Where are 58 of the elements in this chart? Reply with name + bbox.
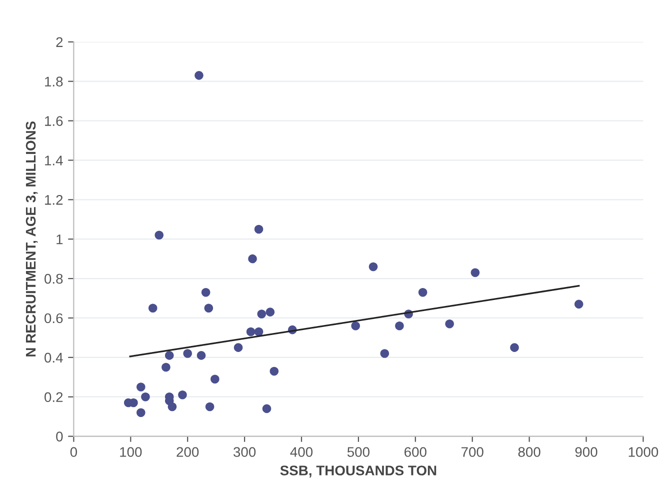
x-axis-title: SSB, THOUSANDS TON bbox=[280, 466, 436, 478]
x-tick-label: 400 bbox=[290, 447, 313, 457]
x-tick-label: 1000 bbox=[628, 447, 658, 457]
point bbox=[205, 402, 214, 412]
point bbox=[194, 71, 204, 80]
y-tick-label: 1.8 bbox=[45, 76, 63, 87]
point bbox=[270, 366, 279, 376]
y-tick-label: 0.6 bbox=[44, 313, 63, 324]
point bbox=[164, 351, 174, 360]
point bbox=[380, 349, 390, 358]
x-tick-label: 700 bbox=[461, 447, 484, 457]
y-tick-label: 1.6 bbox=[45, 116, 63, 126]
y-tick-label: 2 bbox=[56, 37, 63, 47]
y-axis-title: N RECRUITMENT, AGE 3, MILLIONS bbox=[26, 121, 38, 356]
x-tick-label: 100 bbox=[120, 447, 142, 457]
x-tick-label: 500 bbox=[347, 447, 370, 457]
point bbox=[257, 310, 266, 318]
y-tick-label: 0.4 bbox=[44, 352, 63, 363]
point bbox=[395, 321, 404, 330]
point bbox=[445, 320, 454, 328]
point bbox=[368, 262, 378, 272]
point bbox=[136, 408, 146, 418]
point bbox=[418, 288, 428, 297]
point bbox=[234, 343, 243, 352]
point bbox=[183, 349, 192, 358]
point bbox=[254, 327, 264, 336]
x-tick-label: 200 bbox=[176, 447, 199, 457]
point bbox=[141, 392, 150, 402]
point bbox=[248, 254, 257, 264]
point bbox=[210, 374, 220, 384]
x-tick-label: 900 bbox=[575, 447, 598, 457]
x-tick-label: 0 bbox=[70, 447, 78, 457]
y-tick-label: 1.2 bbox=[45, 195, 63, 205]
point bbox=[154, 230, 164, 240]
y-tick-label: 1.4 bbox=[45, 156, 63, 166]
point bbox=[196, 351, 206, 360]
y-tick-label: 0 bbox=[56, 432, 63, 442]
point bbox=[168, 402, 177, 412]
x-tick-label: 600 bbox=[404, 447, 426, 457]
y-tick-label: 0.2 bbox=[44, 392, 63, 402]
point bbox=[254, 224, 264, 234]
x-tick-label: 800 bbox=[518, 447, 540, 457]
point bbox=[178, 390, 187, 400]
point bbox=[204, 304, 214, 313]
point bbox=[201, 288, 210, 297]
point bbox=[470, 268, 480, 278]
point bbox=[510, 343, 519, 352]
y-tick-label: 0.8 bbox=[44, 274, 63, 284]
point bbox=[148, 304, 158, 313]
point bbox=[162, 362, 170, 372]
point bbox=[574, 300, 584, 309]
point bbox=[246, 327, 256, 336]
point bbox=[136, 382, 146, 392]
x-tick-label: 300 bbox=[233, 447, 256, 457]
point bbox=[262, 404, 272, 414]
point bbox=[266, 308, 275, 316]
y-tick-label: 1 bbox=[56, 234, 63, 244]
point bbox=[351, 321, 360, 330]
